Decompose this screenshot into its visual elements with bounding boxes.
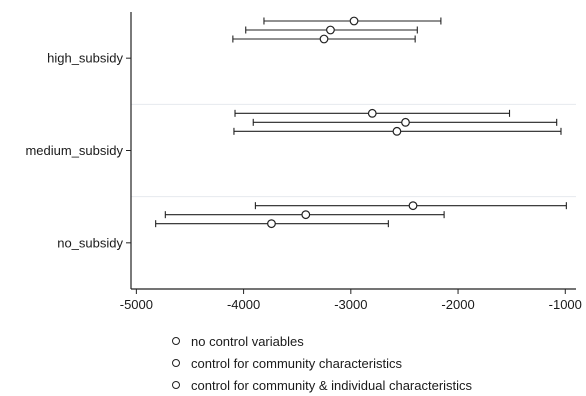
point-estimate [267,219,276,229]
legend-item-community-controls: control for community characteristics [172,352,472,374]
point-estimate [408,201,418,211]
point-estimate [326,25,335,35]
x-tick-label: -4000 [227,297,260,312]
point-estimate [301,210,311,220]
y-tick-label: high_subsidy [47,51,123,66]
legend-label: no control variables [191,333,304,349]
x-tick-label: -3000 [334,297,367,312]
legend-marker-icon [172,359,180,367]
x-tick-label: -2000 [441,297,474,312]
coefficient-plot: high_subsidy medium_subsidy no_subsidy -500… [25,12,582,312]
point-estimate [392,126,402,136]
legend: no control variables control for communi… [172,330,472,396]
legend-label: control for community & individual chara… [191,377,473,393]
point-estimate [349,16,359,26]
y-tick-label: no_subsidy [57,235,123,250]
point-estimate [319,34,329,44]
legend-item-no-controls: no control variables [172,330,472,352]
legend-marker-icon [172,337,180,345]
x-tick-label: -5000 [120,297,153,312]
legend-marker-icon [172,381,180,389]
y-tick-label: medium_subsidy [25,143,123,158]
legend-item-community-individual-controls: control for community & individual chara… [172,374,472,396]
x-tick-label: -1000 [549,297,582,312]
point-estimate [367,108,377,118]
point-estimate [401,117,410,127]
legend-label: control for community characteristics [191,355,402,371]
